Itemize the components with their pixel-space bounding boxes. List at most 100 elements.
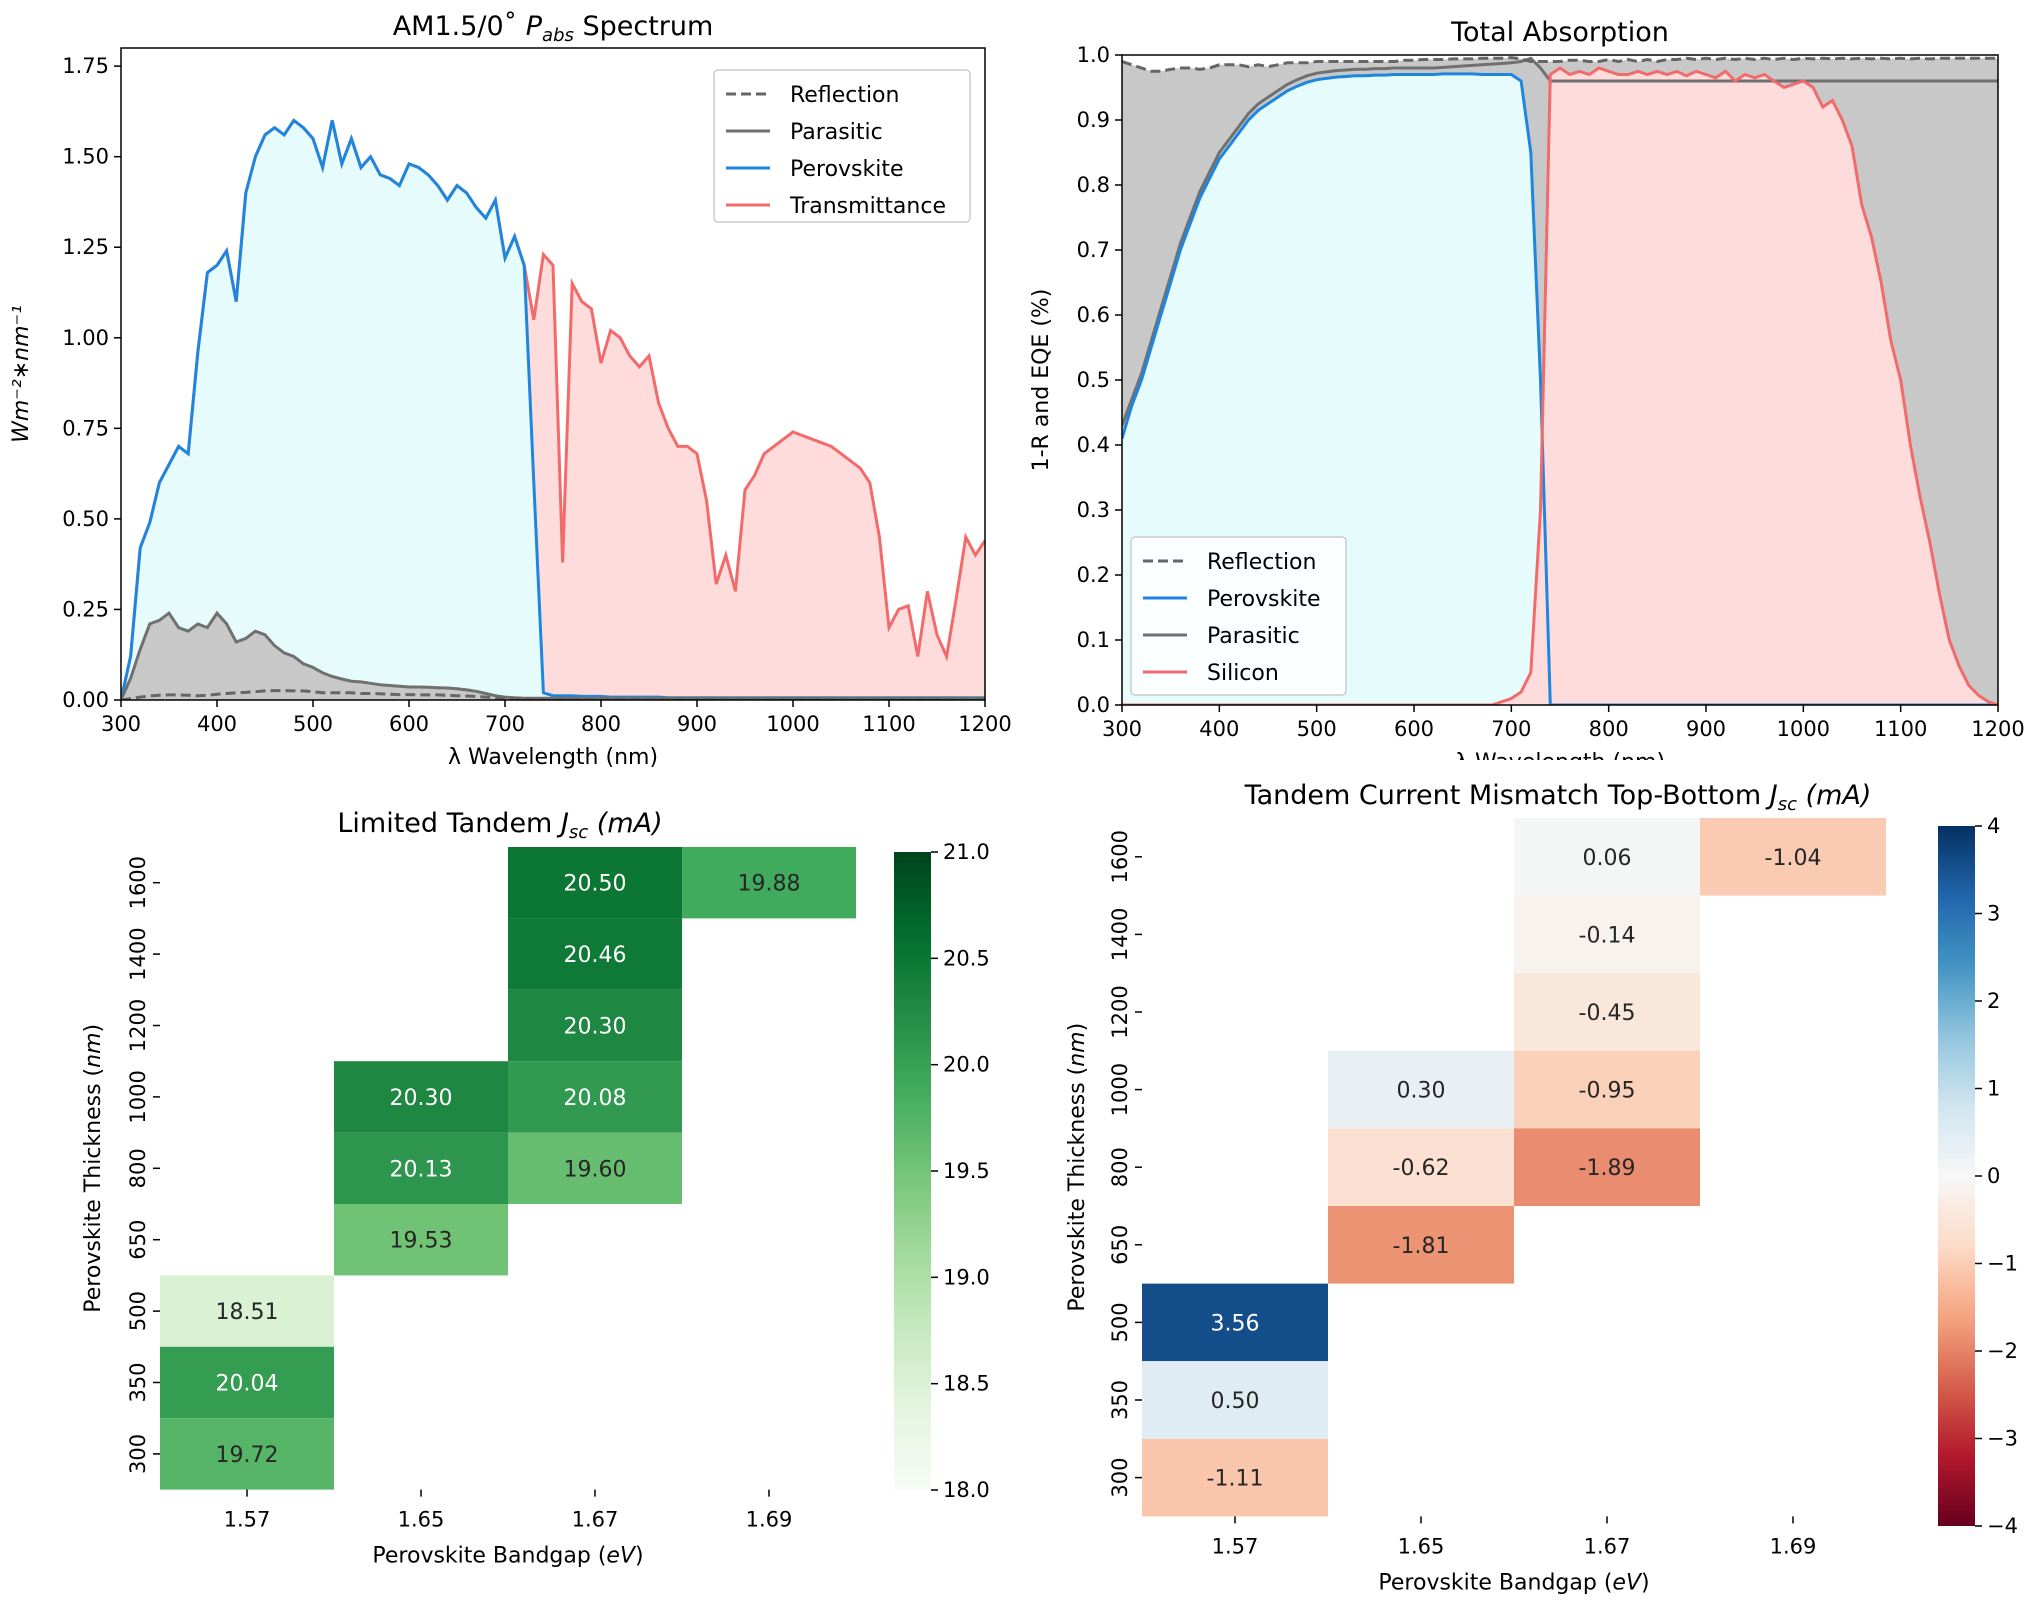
chart-title: AM1.5/0˚ Pabs Spectrum [393, 11, 714, 46]
heatmap-cell [508, 1132, 682, 1204]
x-tick-label: 1100 [862, 712, 915, 736]
x-axis-label: Perovskite Bandgap (eV) [1378, 1570, 1649, 1595]
y-tick-label: 0.1 [1077, 628, 1110, 652]
mismatch-panel: 0.06 -1.04 -0.14 -0.45 0.30 -0.95 -0.62 -1.89 -1… [1018, 760, 2036, 1600]
cell-value-label: -1.89 [1579, 1156, 1636, 1181]
colorbar-tick-label: 3 [1987, 902, 2000, 926]
y-tick-label: 1400 [126, 927, 150, 980]
cell-value-label: 20.08 [564, 1086, 627, 1111]
x-tick-label: 700 [1491, 717, 1531, 741]
x-tick-label: 1200 [1971, 717, 2024, 741]
legend-label-reflection: Reflection [790, 83, 899, 108]
x-tick-label: 600 [1394, 717, 1434, 741]
y-tick-label: 300 [1108, 1458, 1132, 1498]
x-tick-label: 500 [293, 712, 333, 736]
y-tick-label: 800 [1108, 1147, 1132, 1187]
x-tick-label: 1100 [1874, 717, 1927, 741]
y-tick-label: 800 [126, 1148, 150, 1188]
x-tick-label: 1.69 [746, 1508, 793, 1532]
colorbar-tick-label: −2 [1987, 1339, 2018, 1363]
heatmap-cell [508, 918, 682, 990]
mismatch-heatmap: 0.06 -1.04 -0.14 -0.45 0.30 -0.95 -0.62 -1.89 -1… [1065, 780, 2018, 1595]
heatmap-cell [1328, 1128, 1514, 1206]
perovskite-line [1122, 72, 1998, 705]
silicon-line [1122, 66, 1998, 705]
x-axis-label: Perovskite Bandgap (eV) [372, 1544, 643, 1569]
cell-value-label: -1.04 [1765, 846, 1822, 871]
axes-frame [120, 47, 986, 701]
reflection-line [1122, 56, 1998, 73]
x-tick-label: 800 [1589, 717, 1629, 741]
cell-value-label: -0.95 [1579, 1079, 1636, 1104]
heatmap-cell [334, 1204, 508, 1276]
x-tick-label: 1000 [1777, 717, 1830, 741]
y-tick-label: 0.3 [1077, 498, 1110, 522]
y-tick-label: 1.25 [62, 235, 109, 259]
colorbar [894, 852, 931, 1490]
y-tick-label: 1.50 [62, 145, 109, 169]
y-tick-label: 0.0 [1077, 693, 1110, 717]
heatmap-cell [1514, 895, 1700, 974]
legend-label-silicon: Silicon [1207, 661, 1279, 686]
cell-value-label: -1.11 [1207, 1467, 1264, 1492]
legend-label-perovskite: Perovskite [790, 157, 904, 182]
y-tick-label: 350 [1108, 1380, 1132, 1420]
y-tick-label: 0.9 [1077, 108, 1110, 132]
heatmap-cell [334, 1132, 508, 1204]
heatmap-cell [160, 1275, 334, 1347]
heatmap-cell [682, 847, 856, 919]
heatmap-cell [1142, 1283, 1328, 1362]
cell-value-label: -0.62 [1393, 1156, 1450, 1181]
y-tick-label: 1000 [126, 1070, 150, 1123]
legend-label-perovskite: Perovskite [1207, 587, 1321, 612]
colorbar [1938, 826, 1975, 1526]
y-tick-label: 300 [126, 1434, 150, 1474]
y-tick-label: 1200 [1108, 985, 1132, 1038]
legend-label-parasitic: Parasitic [1207, 624, 1300, 649]
perovskite-area [121, 120, 985, 700]
x-axis-label: λ Wavelength (nm) [1455, 750, 1665, 760]
x-tick-label: 300 [1102, 717, 1142, 741]
x-tick-label: 1.57 [224, 1508, 271, 1532]
cell-value-label: -0.45 [1579, 1001, 1636, 1026]
y-tick-label: 1.0 [1077, 43, 1110, 67]
y-tick-label: 1.75 [62, 54, 109, 78]
x-tick-label: 400 [197, 712, 237, 736]
x-tick-label: 1200 [958, 712, 1011, 736]
x-tick-label: 500 [1297, 717, 1337, 741]
colorbar-tick-label: 0 [1987, 1164, 2000, 1188]
x-axis-label: λ Wavelength (nm) [448, 745, 658, 770]
cell-value-label: 0.50 [1211, 1389, 1260, 1414]
y-tick-label: 350 [126, 1362, 150, 1402]
legend-box [713, 69, 971, 223]
x-tick-label: 1.65 [398, 1508, 445, 1532]
cell-value-label: 20.50 [564, 872, 627, 897]
cell-value-label: 20.30 [564, 1015, 627, 1040]
limited-tandem-panel: 20.50 19.88 20.46 20.30 20.30 20.08 20.13 19.60… [0, 790, 1018, 1600]
heatmap-cell [1514, 818, 1700, 896]
x-tick-label: 1.67 [1584, 1534, 1631, 1558]
x-tick-label: 600 [389, 712, 429, 736]
cell-value-label: -1.81 [1393, 1234, 1450, 1259]
x-tick-label: 700 [485, 712, 525, 736]
colorbar-tick-label: 4 [1987, 814, 2000, 838]
y-axis-label: Wm⁻²∗nm⁻¹ [9, 305, 34, 443]
y-tick-label: 0.8 [1077, 173, 1110, 197]
cell-value-label: -0.14 [1579, 923, 1636, 948]
y-tick-label: 1000 [1108, 1063, 1132, 1116]
heatmap-cell [508, 989, 682, 1062]
colorbar-tick-label: 20.5 [943, 946, 990, 970]
colorbar-tick-label: 18.5 [943, 1372, 990, 1396]
heatmap-cell [334, 1061, 508, 1133]
plot-area [121, 118, 985, 700]
y-tick-label: 1200 [126, 999, 150, 1052]
y-tick-label: 0.75 [62, 416, 109, 440]
y-tick-label: 650 [1108, 1225, 1132, 1265]
y-tick-label: 0.2 [1077, 563, 1110, 587]
x-tick-label: 1.69 [1770, 1534, 1817, 1558]
cell-value-label: 20.13 [390, 1157, 453, 1182]
heatmap-cell [1142, 1438, 1328, 1517]
x-tick-label: 400 [1199, 717, 1239, 741]
colorbar-tick-label: −4 [1987, 1514, 2018, 1538]
cell-value-label: 3.56 [1211, 1311, 1260, 1336]
